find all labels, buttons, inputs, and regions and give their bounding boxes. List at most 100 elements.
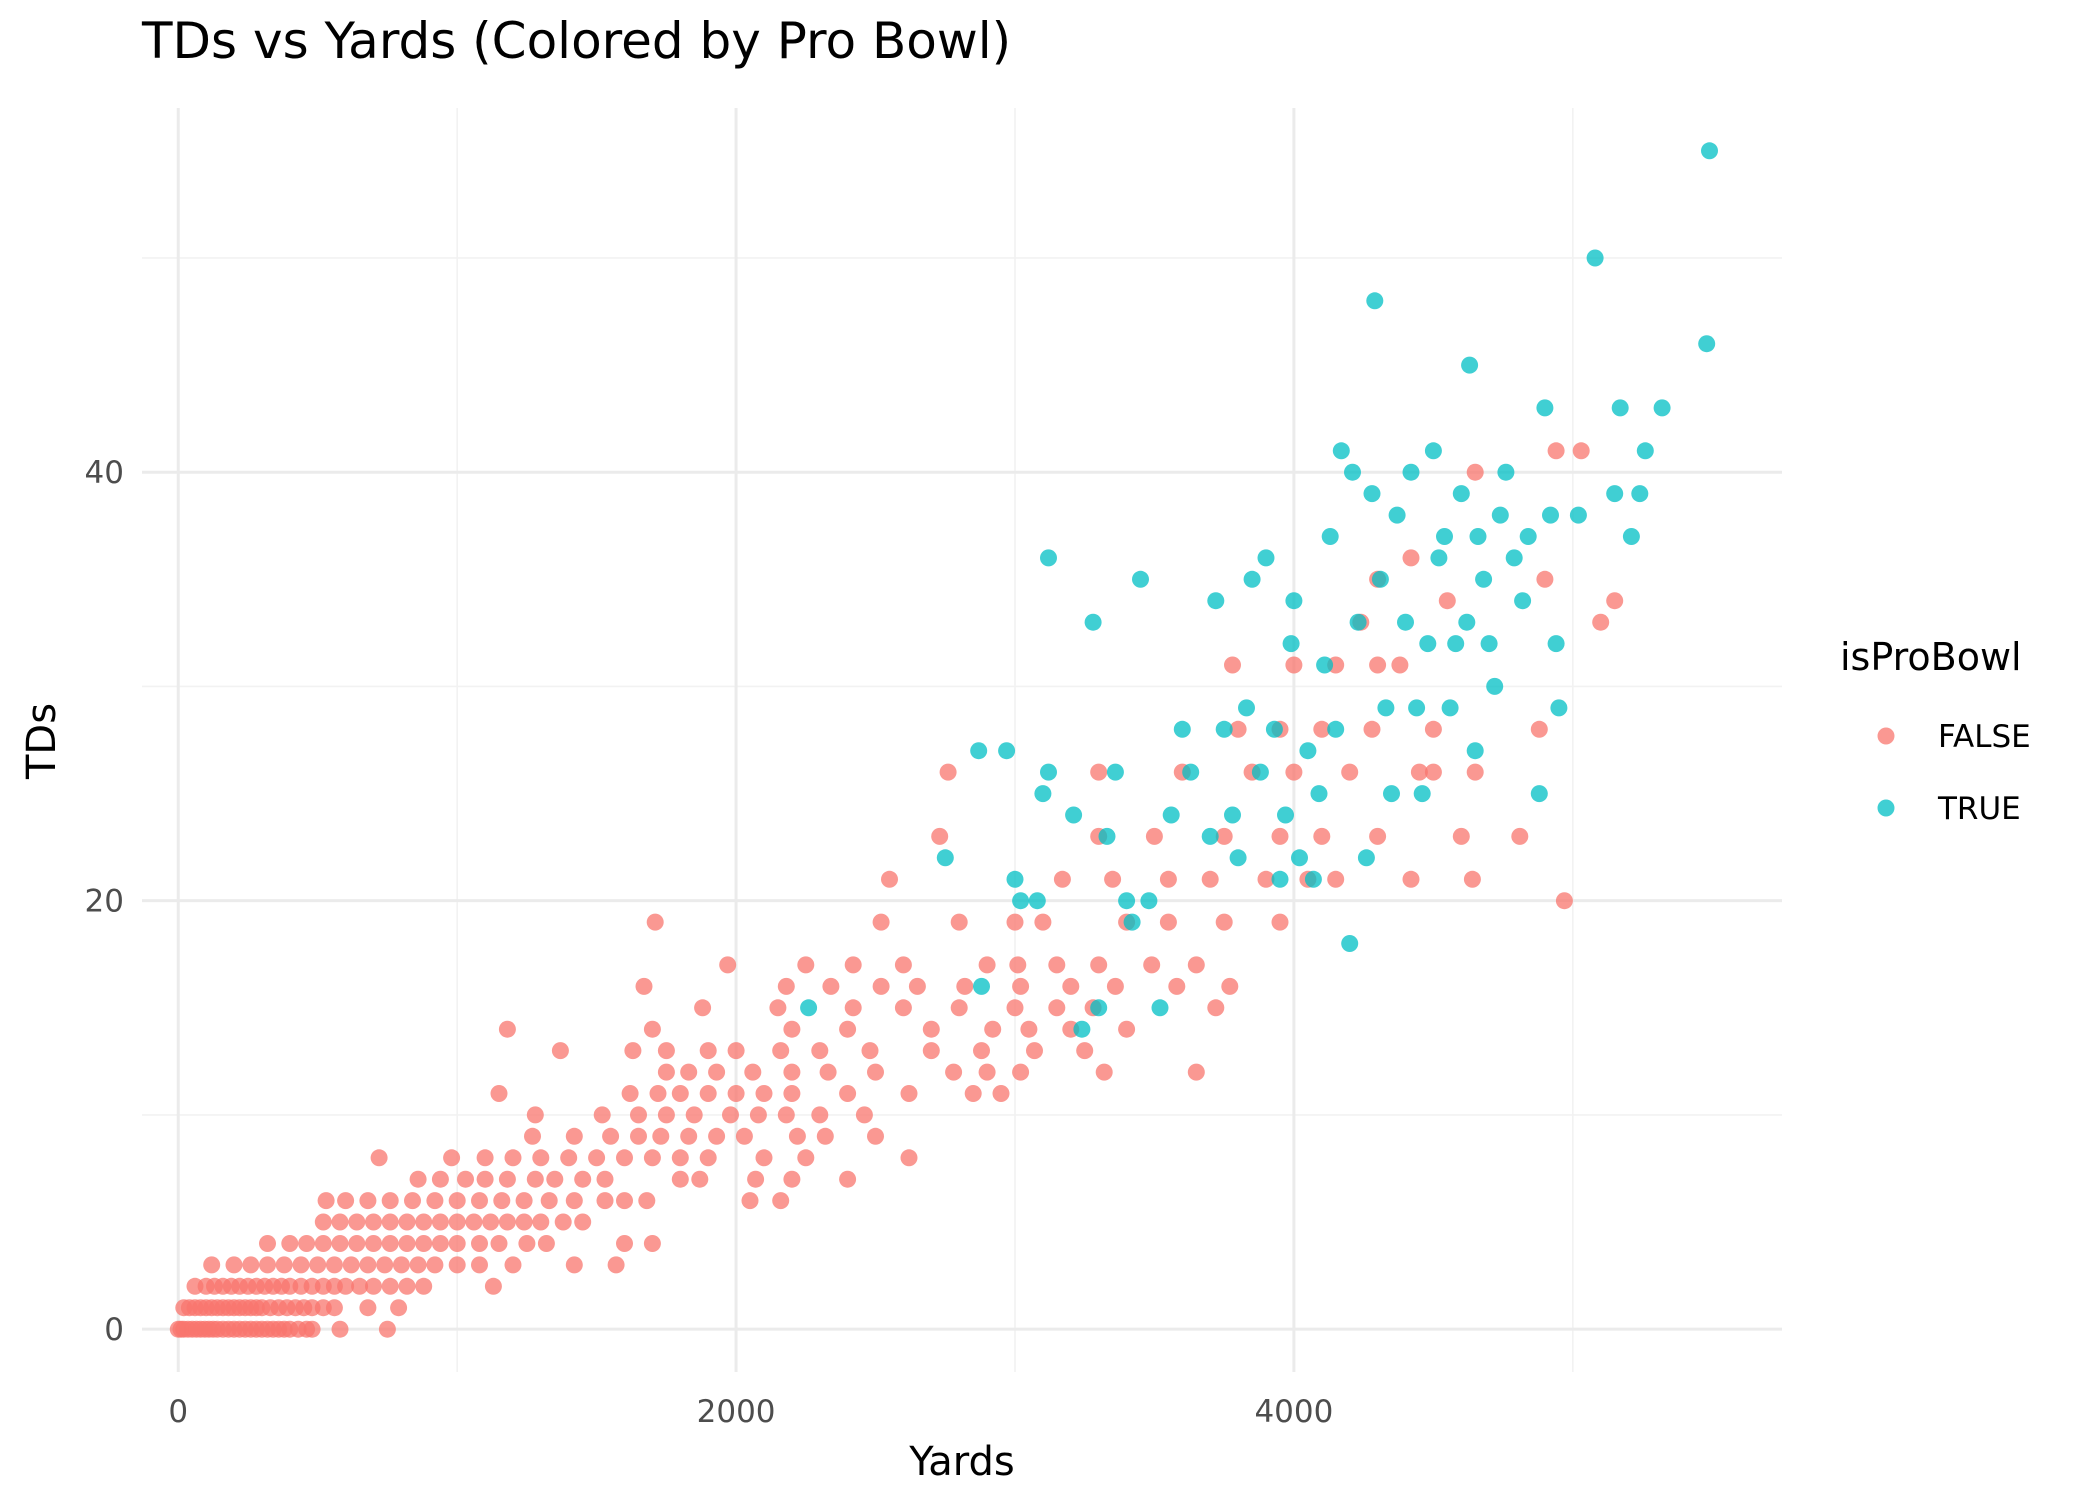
- data-point: [1104, 870, 1122, 888]
- data-point: [1321, 528, 1339, 545]
- data-point: [867, 1127, 884, 1145]
- data-point: [259, 1256, 276, 1274]
- data-point: [616, 1149, 633, 1167]
- data-point: [755, 1149, 773, 1167]
- data-point: [1095, 1063, 1113, 1081]
- data-point: [259, 1235, 276, 1252]
- data-point: [1606, 592, 1624, 610]
- data-point: [225, 1256, 243, 1274]
- data-point: [1452, 485, 1470, 503]
- data-point: [671, 1149, 689, 1167]
- data-point: [772, 1042, 790, 1060]
- data-point: [443, 1149, 461, 1167]
- data-point: [1006, 999, 1024, 1017]
- data-point: [526, 1170, 544, 1188]
- data-point: [680, 1127, 698, 1145]
- data-point: [1569, 506, 1587, 524]
- data-point: [638, 1192, 656, 1210]
- data-point: [1118, 892, 1136, 910]
- data-point: [819, 1063, 837, 1081]
- data-point: [1151, 999, 1169, 1017]
- data-point: [811, 1042, 829, 1060]
- data-point: [431, 1235, 449, 1252]
- data-point: [1424, 763, 1442, 781]
- data-point: [699, 1042, 717, 1060]
- series-true: [800, 142, 1718, 1038]
- data-point: [1388, 506, 1406, 524]
- data-point: [822, 977, 840, 995]
- data-point: [945, 1063, 963, 1081]
- data-point: [1285, 656, 1303, 674]
- data-point: [1447, 635, 1465, 653]
- data-point: [1466, 763, 1484, 781]
- data-point: [359, 1256, 377, 1274]
- data-point: [777, 1106, 795, 1124]
- data-point: [596, 1170, 614, 1188]
- data-point: [671, 1170, 689, 1188]
- data-point: [973, 1042, 990, 1060]
- data-point: [872, 913, 890, 931]
- data-point: [515, 1213, 533, 1231]
- data-point: [448, 1213, 466, 1231]
- data-point: [498, 1213, 516, 1231]
- data-point: [596, 1192, 614, 1210]
- data-point: [1229, 720, 1247, 738]
- data-point: [1187, 956, 1205, 974]
- data-point: [1162, 806, 1180, 824]
- data-point: [741, 1192, 759, 1210]
- data-point: [708, 1063, 726, 1081]
- data-point: [1542, 506, 1559, 524]
- data-point: [1285, 763, 1303, 781]
- data-point: [1123, 913, 1141, 931]
- data-point: [643, 1235, 661, 1252]
- data-point: [1012, 977, 1030, 995]
- data-point: [1441, 699, 1459, 717]
- data-point: [1310, 785, 1328, 803]
- data-point: [777, 977, 795, 995]
- data-point: [1497, 463, 1515, 481]
- data-point: [1341, 763, 1359, 781]
- data-point: [1285, 592, 1303, 610]
- data-point: [1173, 720, 1191, 738]
- data-point: [1224, 656, 1241, 674]
- y-tick-label: 20: [85, 884, 124, 920]
- data-point: [1701, 142, 1718, 160]
- data-point: [1461, 356, 1479, 374]
- data-point: [365, 1235, 382, 1252]
- data-point: [1187, 1063, 1205, 1081]
- data-point: [992, 1085, 1010, 1102]
- data-point: [1313, 827, 1331, 845]
- data-point: [908, 977, 926, 995]
- data-point: [398, 1213, 416, 1231]
- data-point: [476, 1149, 494, 1167]
- data-point: [537, 1235, 555, 1252]
- data-point: [1480, 635, 1498, 653]
- data-point: [331, 1235, 349, 1252]
- data-point: [1430, 549, 1448, 567]
- data-point: [1215, 720, 1233, 738]
- data-point: [409, 1170, 427, 1188]
- data-point: [325, 1256, 343, 1274]
- data-point: [800, 999, 818, 1017]
- legend: isProBowl FALSE TRUE: [1840, 635, 2031, 827]
- data-point: [1458, 613, 1476, 631]
- data-point: [532, 1149, 550, 1167]
- data-point: [1265, 720, 1283, 738]
- data-point: [526, 1106, 544, 1124]
- data-point: [1341, 935, 1359, 952]
- y-axis-title: TDs: [19, 703, 65, 780]
- data-point: [482, 1213, 500, 1231]
- data-point: [415, 1235, 433, 1252]
- data-point: [1201, 827, 1219, 845]
- x-tick-label: 2000: [697, 1394, 776, 1430]
- data-point: [1698, 335, 1716, 353]
- data-point: [448, 1235, 466, 1252]
- data-point: [607, 1256, 625, 1274]
- data-point: [630, 1127, 647, 1145]
- data-point: [797, 956, 815, 974]
- data-point: [1653, 399, 1671, 417]
- data-point: [565, 1256, 583, 1274]
- data-point: [970, 742, 988, 760]
- data-point: [381, 1192, 399, 1210]
